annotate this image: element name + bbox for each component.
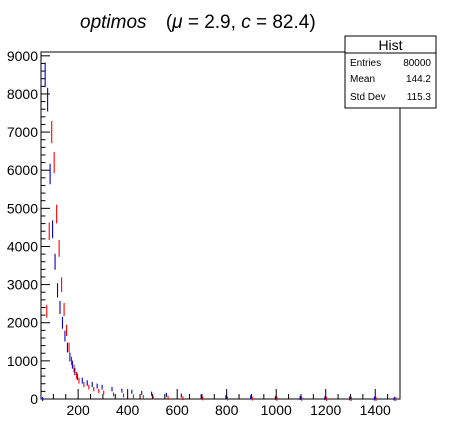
x-tick-label: 800	[215, 402, 239, 418]
title-name: optimos	[80, 12, 147, 33]
x-tick-label: 400	[116, 402, 140, 418]
stats-mean-label: Mean	[350, 74, 375, 85]
y-tick-label: 5000	[7, 200, 38, 216]
x-tick-label: 600	[165, 402, 189, 418]
y-tick-label: 9000	[7, 48, 38, 64]
y-tick-label: 6000	[7, 162, 38, 178]
stats-mean-value: 144.2	[406, 74, 431, 85]
stats-box-frame	[344, 35, 437, 109]
title-open-paren: (	[166, 12, 173, 33]
x-axis: 200 400 600 800 1000 1200 1400	[40, 389, 401, 418]
y-tick-label: 3000	[7, 277, 38, 293]
y-tick-label: 0	[30, 391, 38, 407]
series-0	[42, 62, 395, 401]
x-tick-label: 1400	[360, 402, 391, 418]
stats-stddev-label: Std Dev	[350, 92, 386, 103]
stats-entries-label: Entries	[350, 58, 381, 69]
x-tick-label: 1200	[310, 402, 341, 418]
title-c-value: = 82.4)	[251, 12, 316, 33]
series-1	[46, 120, 397, 401]
stats-box-title: Hist	[378, 37, 402, 53]
y-axis: 0 1000 2000 3000 4000 5000 6000 7000 8000 9000	[7, 48, 50, 407]
y-tick-label: 4000	[7, 238, 38, 254]
y-tick-label: 7000	[7, 124, 38, 140]
chart-title: optimos (μ = 2.9, c = 82.4)	[80, 12, 316, 33]
y-tick-label: 1000	[7, 353, 38, 369]
title-mu: μ	[171, 12, 183, 33]
title-mu-value: = 2.9,	[183, 12, 242, 33]
stats-box: Hist Entries 80000 Mean 144.2 Std Dev 11…	[344, 35, 437, 109]
plot-frame	[40, 51, 401, 400]
x-tick-label: 200	[66, 402, 90, 418]
data-series	[42, 62, 397, 401]
y-tick-label: 8000	[7, 86, 38, 102]
x-tick-label: 1000	[261, 402, 292, 418]
y-tick-label: 2000	[7, 315, 38, 331]
stats-entries-value: 80000	[403, 58, 431, 69]
stats-stddev-value: 115.3	[407, 92, 432, 103]
title-c: c	[241, 12, 251, 33]
